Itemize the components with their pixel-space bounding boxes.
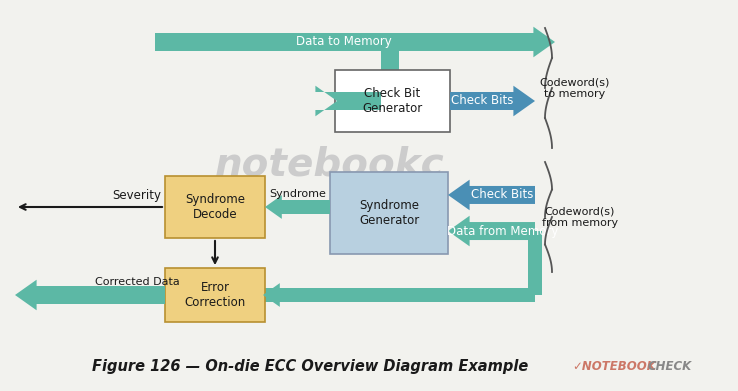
Text: Check Bits: Check Bits [450,95,513,108]
Bar [381,51,399,83]
Bar [335,92,381,110]
Bar [335,70,450,132]
Text: Codeword(s)
to memory: Codeword(s) to memory [539,77,610,99]
Text: Codeword(s)
from memory: Codeword(s) from memory [542,206,618,228]
Bar [528,231,542,295]
Text: Severity: Severity [112,188,162,201]
Text: Syndrome
Decode: Syndrome Decode [185,193,245,221]
Text: Figure 126 — On-die ECC Overview Diagram Example: Figure 126 — On-die ECC Overview Diagram… [92,359,528,375]
Text: ✓NOTEBOOK: ✓NOTEBOOK [572,361,656,373]
Text: Check Bit
Generator: Check Bit Generator [362,87,423,115]
Polygon shape [15,280,165,310]
Polygon shape [448,179,535,210]
Text: Error
Correction: Error Correction [184,281,246,309]
Text: CHECK: CHECK [648,361,692,373]
Text: Syndrome: Syndrome [269,189,326,199]
Bar [330,172,448,254]
Polygon shape [265,195,330,219]
Polygon shape [315,86,381,116]
Text: Data to Memory: Data to Memory [297,36,392,48]
Text: Corrected Data: Corrected Data [94,277,179,287]
Bar [165,176,265,238]
Polygon shape [448,216,535,246]
Text: Data from Memory: Data from Memory [446,224,558,238]
Polygon shape [450,86,535,116]
Bar [165,268,265,322]
Text: Check Bits: Check Bits [471,188,534,201]
Bar [381,51,399,55]
Text: Syndrome
Generator: Syndrome Generator [359,199,419,227]
Polygon shape [155,27,555,57]
Bar [265,288,535,302]
Text: notebookc: notebookc [215,146,445,184]
Polygon shape [263,283,535,307]
